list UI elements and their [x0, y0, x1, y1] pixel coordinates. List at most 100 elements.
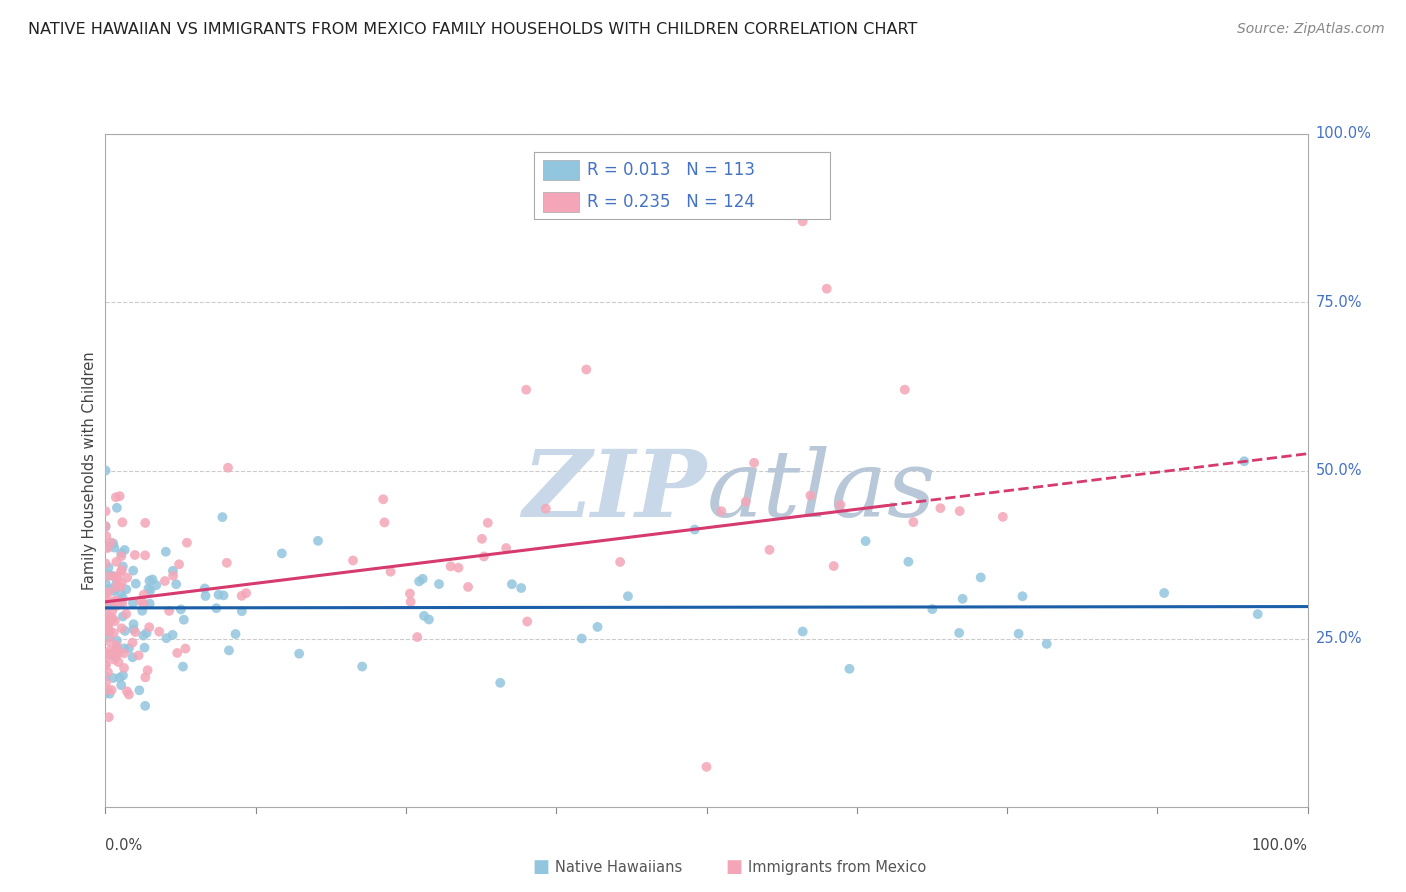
Point — [103, 671, 125, 685]
Point — [94, 520, 117, 534]
Point — [138, 582, 160, 596]
Point — [166, 646, 188, 660]
Point — [131, 604, 153, 618]
Point — [110, 580, 132, 594]
Point — [105, 641, 128, 656]
Point — [104, 580, 127, 594]
Point — [107, 655, 129, 669]
Point — [217, 460, 239, 475]
Point — [136, 663, 159, 677]
Point — [94, 605, 117, 619]
Point — [194, 589, 217, 603]
Point — [112, 646, 135, 660]
Point — [94, 686, 117, 700]
Point — [104, 599, 127, 613]
Text: R = 0.013   N = 113: R = 0.013 N = 113 — [588, 161, 755, 178]
Point — [96, 529, 118, 543]
Point — [855, 534, 877, 549]
Point — [155, 631, 177, 645]
Point — [176, 535, 198, 549]
Point — [231, 604, 253, 618]
Point — [118, 641, 141, 656]
Point — [207, 588, 229, 602]
Point — [104, 647, 127, 661]
Point — [215, 556, 238, 570]
Point — [104, 643, 127, 657]
Text: Immigrants from Mexico: Immigrants from Mexico — [748, 860, 927, 874]
Point — [98, 687, 121, 701]
Text: 0.0%: 0.0% — [105, 838, 142, 853]
Point — [94, 576, 117, 591]
Point — [107, 646, 129, 660]
Point — [489, 675, 512, 690]
Point — [148, 624, 170, 639]
Point — [111, 575, 134, 590]
Text: ZIP: ZIP — [522, 446, 707, 536]
Point — [97, 541, 120, 555]
Point — [510, 581, 533, 595]
Point — [1035, 637, 1057, 651]
Point — [571, 632, 593, 646]
Point — [94, 519, 117, 533]
Point — [94, 658, 117, 673]
Point — [270, 546, 292, 560]
Point — [373, 492, 395, 507]
Point — [742, 456, 765, 470]
Point — [399, 586, 422, 600]
Point — [125, 576, 148, 591]
Text: 100.0%: 100.0% — [1251, 838, 1308, 853]
Point — [153, 574, 176, 588]
Point — [893, 383, 915, 397]
Point — [138, 597, 160, 611]
Point — [101, 568, 124, 582]
Point — [96, 582, 118, 597]
Text: NATIVE HAWAIIAN VS IMMIGRANTS FROM MEXICO FAMILY HOUSEHOLDS WITH CHILDREN CORREL: NATIVE HAWAIIAN VS IMMIGRANTS FROM MEXIC… — [28, 22, 918, 37]
Point — [174, 641, 197, 656]
Point — [101, 612, 124, 626]
Point — [342, 553, 364, 567]
Point — [100, 535, 122, 549]
Point — [104, 594, 127, 608]
Point — [534, 501, 557, 516]
Point — [952, 591, 974, 606]
Point — [94, 619, 117, 633]
Point — [609, 555, 631, 569]
Point — [172, 659, 194, 673]
Point — [495, 541, 517, 555]
Point — [94, 504, 117, 518]
Point — [352, 659, 374, 673]
Point — [792, 214, 814, 228]
Point — [211, 510, 233, 524]
Point — [94, 586, 117, 600]
Point — [94, 557, 117, 571]
Point — [100, 683, 122, 698]
Point — [838, 662, 860, 676]
Point — [194, 582, 217, 596]
Point — [440, 559, 463, 574]
Point — [97, 593, 120, 607]
Point — [105, 555, 128, 569]
Point — [380, 565, 402, 579]
Point — [134, 670, 156, 684]
Point — [225, 627, 247, 641]
Point — [157, 604, 180, 618]
Point — [413, 608, 436, 623]
Point — [373, 516, 395, 530]
Point — [96, 616, 118, 631]
Point — [122, 623, 145, 637]
Point — [970, 570, 993, 584]
Point — [105, 593, 128, 607]
Y-axis label: Family Households with Children: Family Households with Children — [82, 351, 97, 590]
Point — [97, 585, 120, 599]
Point — [457, 580, 479, 594]
Text: R = 0.235   N = 124: R = 0.235 N = 124 — [588, 193, 755, 211]
Text: 25.0%: 25.0% — [1316, 632, 1362, 647]
Point — [94, 615, 117, 629]
Point — [138, 574, 160, 588]
Point — [815, 282, 838, 296]
Point — [162, 564, 184, 578]
Point — [108, 489, 131, 503]
Bar — [543, 160, 579, 179]
Point — [114, 624, 136, 638]
Point — [94, 675, 117, 690]
